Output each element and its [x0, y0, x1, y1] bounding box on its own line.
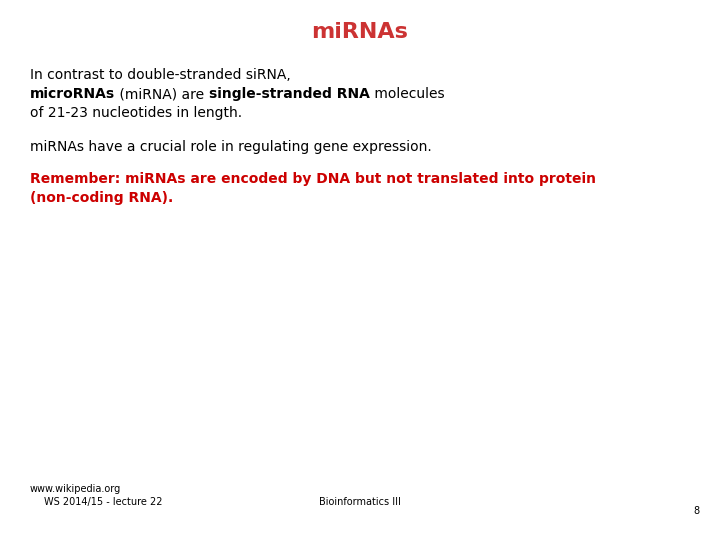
Text: In contrast to double-stranded siRNA,: In contrast to double-stranded siRNA,: [30, 68, 291, 82]
Text: microRNAs: microRNAs: [30, 87, 115, 101]
Text: single-stranded RNA: single-stranded RNA: [209, 87, 369, 101]
Text: molecules: molecules: [369, 87, 444, 101]
Text: miRNAs have a crucial role in regulating gene expression.: miRNAs have a crucial role in regulating…: [30, 140, 432, 154]
Text: 8: 8: [694, 506, 700, 516]
Text: Bioinformatics III: Bioinformatics III: [319, 497, 401, 507]
Text: (non-coding RNA).: (non-coding RNA).: [30, 191, 174, 205]
Text: of 21-23 nucleotides in length.: of 21-23 nucleotides in length.: [30, 106, 242, 120]
Text: WS 2014/15 - lecture 22: WS 2014/15 - lecture 22: [44, 497, 163, 507]
Text: www.wikipedia.org: www.wikipedia.org: [30, 484, 121, 494]
Text: miRNAs: miRNAs: [312, 22, 408, 42]
Text: Remember: miRNAs are encoded by DNA but not translated into protein: Remember: miRNAs are encoded by DNA but …: [30, 172, 596, 186]
Text: (miRNA) are: (miRNA) are: [115, 87, 209, 101]
